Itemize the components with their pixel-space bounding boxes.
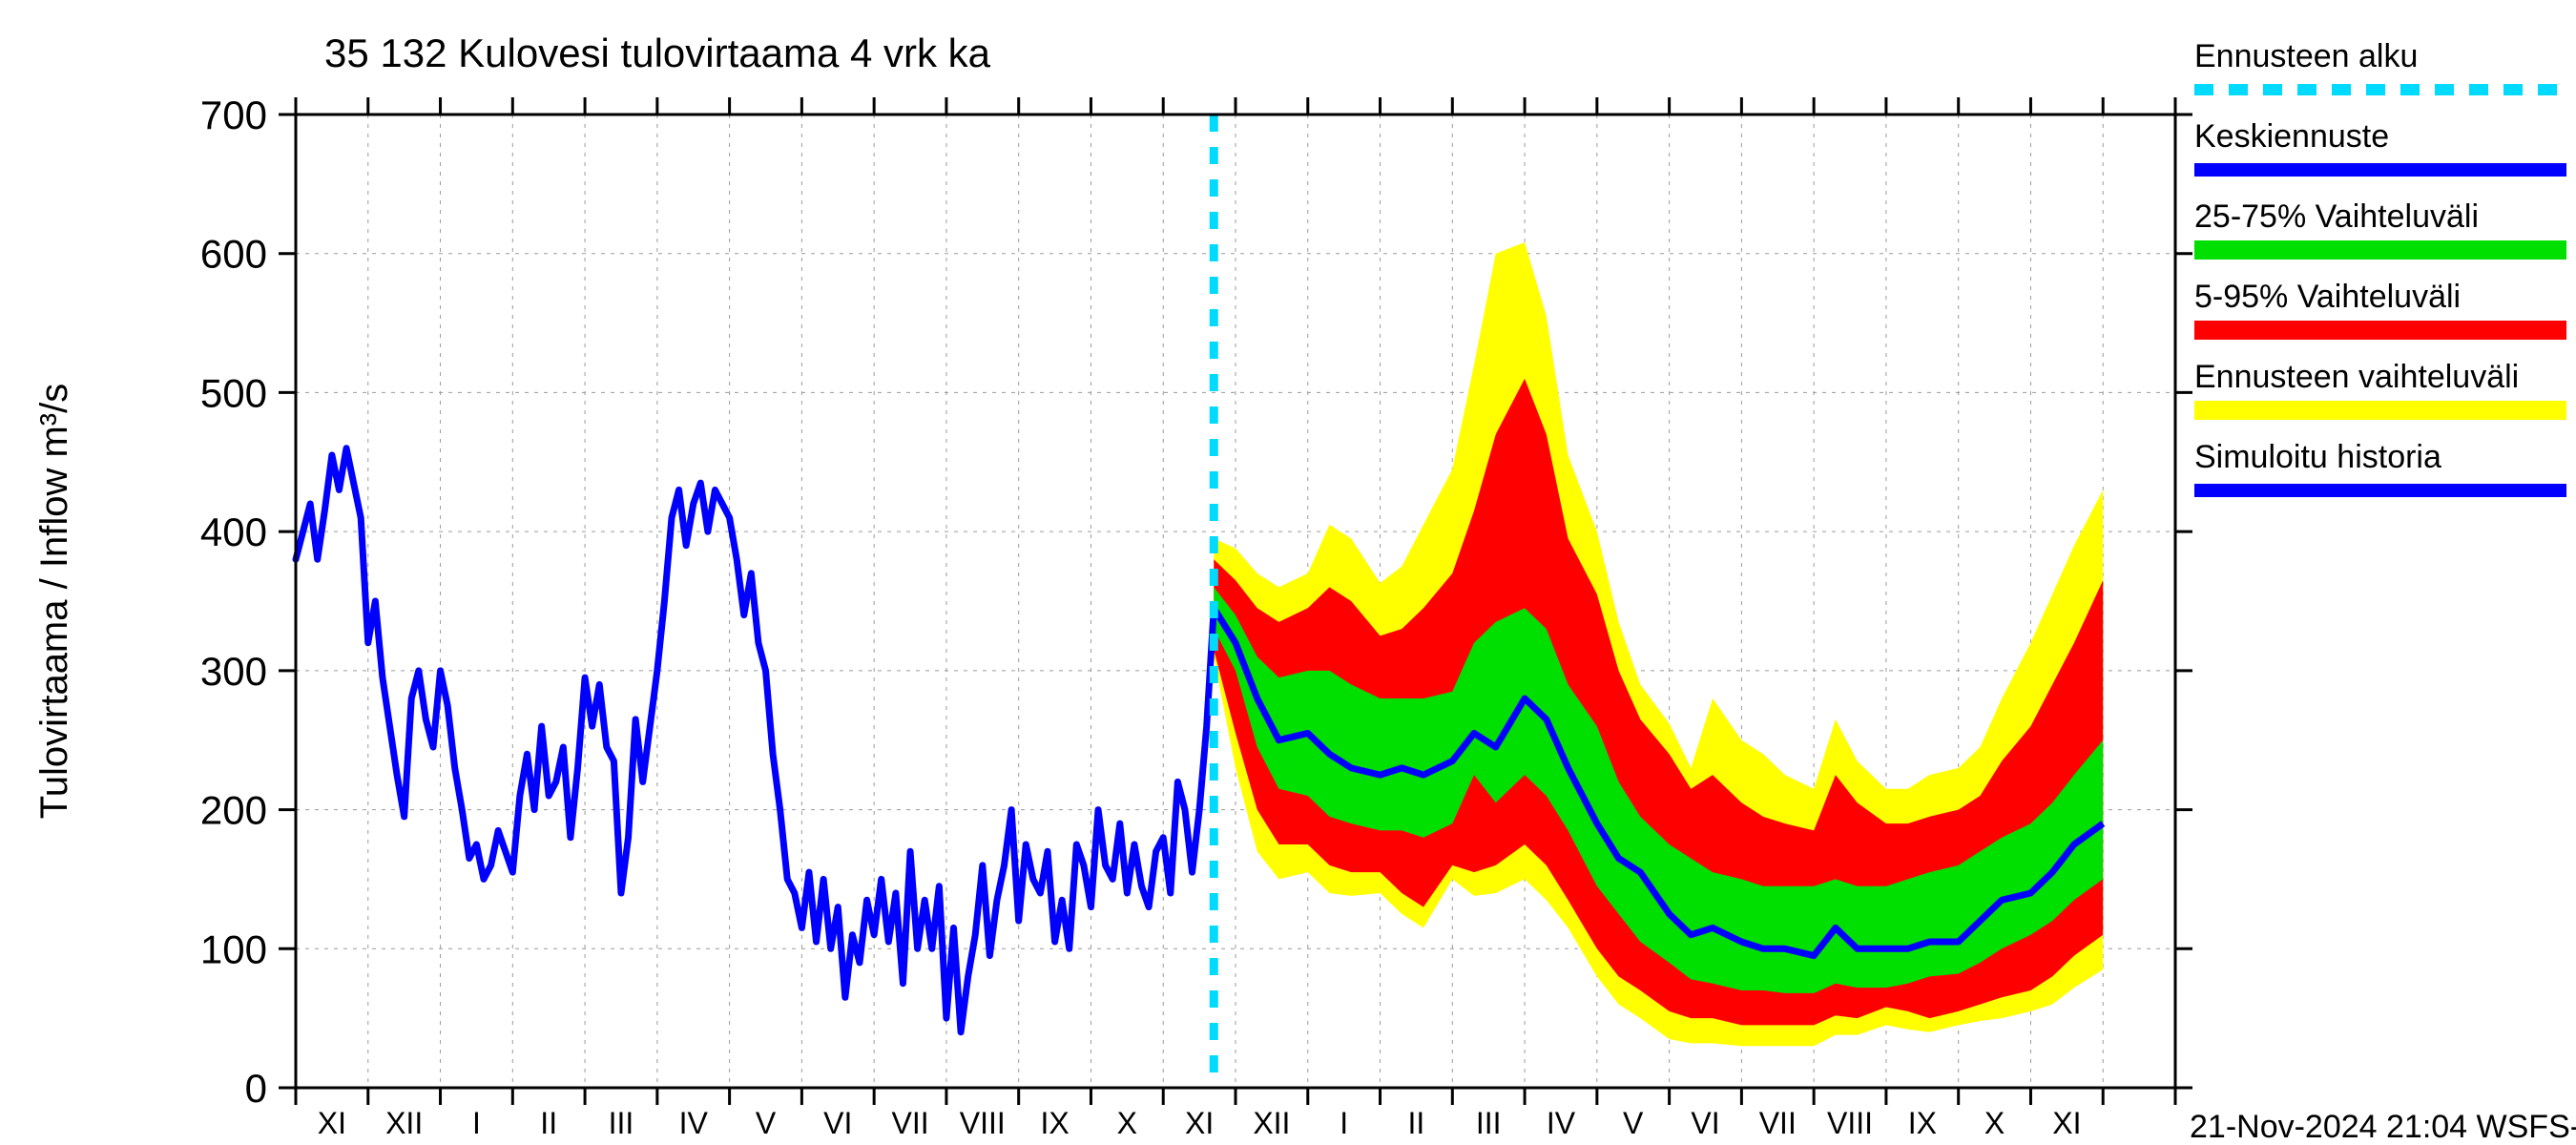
x-month-label: IX (1040, 1106, 1069, 1140)
legend-label: 5-95% Vaihteluväli (2194, 279, 2461, 315)
chart-svg: 0100200300400500600700XIXIIIIIIIIIVVVIVI… (0, 0, 2576, 1145)
legend-swatch (2194, 240, 2566, 260)
x-month-label: IV (679, 1106, 709, 1140)
legend-label: 25-75% Vaihteluväli (2194, 198, 2479, 235)
x-month-label: XII (385, 1106, 423, 1140)
chart-container: 0100200300400500600700XIXIIIIIIIIIVVVIVI… (0, 0, 2576, 1145)
y-tick-label: 600 (200, 232, 267, 277)
x-month-label: VII (891, 1106, 928, 1140)
x-month-label: XI (1185, 1106, 1214, 1140)
chart-title: 35 132 Kulovesi tulovirtaama 4 vrk ka (324, 31, 991, 75)
x-month-label: IV (1547, 1106, 1576, 1140)
x-month-label: II (540, 1106, 557, 1140)
y-axis-label: Tulovirtaama / Inflow m³/s (33, 384, 75, 819)
y-tick-label: 400 (200, 510, 267, 554)
x-month-label: V (756, 1106, 777, 1140)
footer-text: 21-Nov-2024 21:04 WSFS-O (2190, 1109, 2576, 1145)
legend-label: Keskiennuste (2194, 118, 2389, 155)
legend-swatch (2194, 321, 2566, 340)
y-tick-label: 0 (245, 1066, 267, 1111)
legend-label: Simuloitu historia (2194, 439, 2441, 475)
x-month-label: IX (1908, 1106, 1937, 1140)
x-month-label: X (1984, 1106, 2005, 1140)
x-month-label: VIII (1827, 1106, 1873, 1140)
y-tick-label: 300 (200, 649, 267, 694)
x-month-label: XII (1253, 1106, 1290, 1140)
x-month-label: VI (1691, 1106, 1719, 1140)
x-month-label: XI (2052, 1106, 2081, 1140)
x-month-label: XI (318, 1106, 346, 1140)
y-tick-label: 500 (200, 370, 267, 415)
x-month-label: I (472, 1106, 481, 1140)
x-month-label: VII (1759, 1106, 1797, 1140)
x-month-label: V (1623, 1106, 1644, 1140)
legend-label: Ennusteen alku (2194, 38, 2418, 74)
x-month-label: III (1476, 1106, 1502, 1140)
x-month-label: VI (823, 1106, 852, 1140)
legend-swatch (2194, 401, 2566, 420)
legend-label: Ennusteen vaihteluväli (2194, 359, 2519, 395)
y-tick-label: 200 (200, 788, 267, 833)
x-month-label: X (1117, 1106, 1137, 1140)
y-tick-label: 700 (200, 93, 267, 137)
x-month-label: VIII (960, 1106, 1006, 1140)
y-tick-label: 100 (200, 926, 267, 971)
x-month-label: III (609, 1106, 634, 1140)
x-month-label: II (1408, 1106, 1425, 1140)
x-month-label: I (1340, 1106, 1348, 1140)
